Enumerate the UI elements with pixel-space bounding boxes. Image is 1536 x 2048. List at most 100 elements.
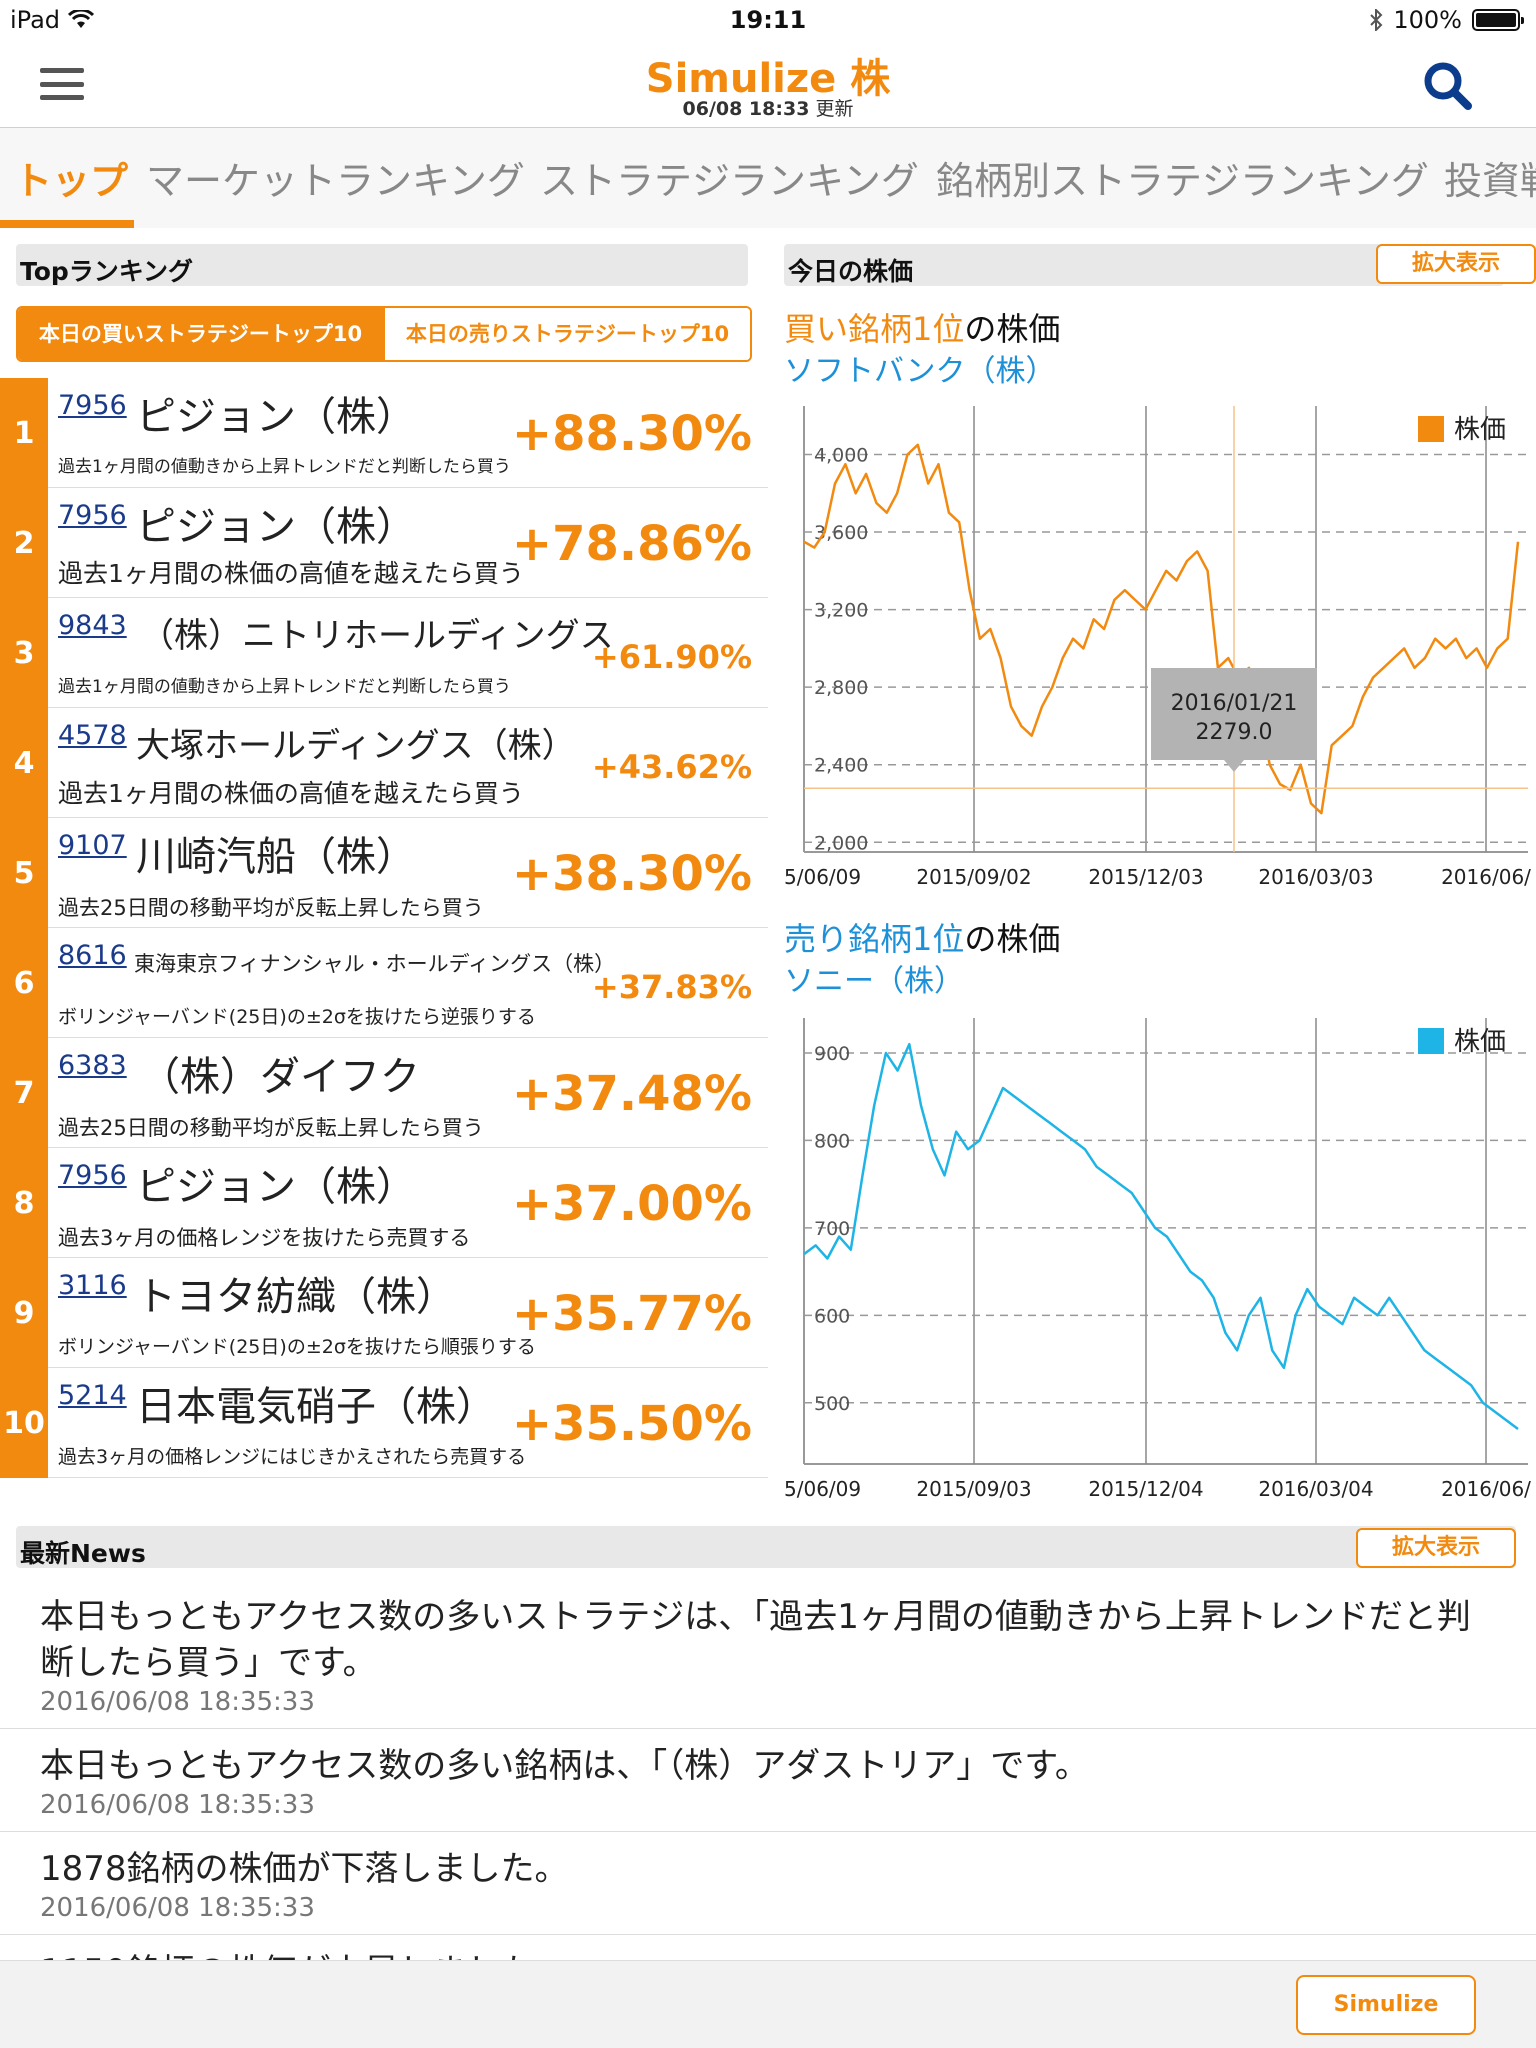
stock-code-link[interactable]: 6383 [58,1050,127,1081]
strategy-desc: 過去25日間の移動平均が反転上昇したら買う [58,1116,484,1140]
x-tick-label: 2015/09/02 [916,865,1031,889]
stock-name: ピジョン（株） [136,1164,416,1210]
tab-market-ranking[interactable]: マーケットランキング [146,159,525,203]
update-label: 更新 [815,98,854,120]
news-text: 本日もっともアクセス数の多い銘柄は、「（株）アダストリア」です。 [40,1746,1089,1786]
ranking-row[interactable]: 7 6383 （株）ダイフク 過去25日間の移動平均が反転上昇したら買う +37… [0,1038,768,1148]
ranking-row[interactable]: 2 7956 ピジョン（株） 過去1ヶ月間の株価の高値を越えたら買う +78.8… [0,488,768,598]
y-tick-label: 2,000 [814,832,868,854]
stock-name: 日本電気硝子（株） [136,1384,496,1430]
strategy-desc: ボリンジャーバンド(25日)の±2σを抜けたら順張りする [58,1336,536,1358]
strategy-desc: 過去1ヶ月間の株価の高値を越えたら買う [58,559,524,588]
return-percent: +37.00% [511,1176,752,1232]
sell-stock-chart[interactable]: 5/06/09 2015/09/03 2015/12/04 2016/03/04 201… [784,1008,1536,1508]
stock-code-link[interactable]: 9843 [58,610,127,641]
simulize-button[interactable]: Simulize [1296,1975,1476,2035]
legend-label: 株価 [1454,1027,1506,1057]
strategy-desc: 過去1ヶ月間の値動きから上昇トレンドだと判断したら買う [58,677,511,697]
status-bar: iPad 19:11 100% [0,0,1536,40]
news-zoom-button[interactable]: 拡大表示 [1356,1528,1516,1568]
price-series-line [803,443,1520,815]
rank-number: 5 [0,818,48,928]
y-tick-label: 500 [814,1393,850,1415]
buy-chart-title: 買い銘柄1位の株価 [784,304,1060,350]
tooltip-box [1151,668,1317,760]
x-tick-label: 2016/03/03 [1258,865,1373,889]
tooltip-pointer [1224,760,1244,772]
stock-code-link[interactable]: 7956 [58,390,127,421]
stock-zoom-button[interactable]: 拡大表示 [1376,244,1536,284]
ranking-row[interactable]: 6 8616 東海東京フィナンシャル・ホールディングス（株） ボリンジャーバンド… [0,928,768,1038]
ranking-row[interactable]: 8 7956 ピジョン（株） 過去3ヶ月の価格レンジを抜けたら売買する +37.… [0,1148,768,1258]
y-tick-label: 600 [814,1305,850,1327]
stock-name: 川崎汽船（株） [136,834,416,880]
tab-top[interactable]: トップ [14,159,129,203]
news-item[interactable]: 本日もっともアクセス数の多い銘柄は、「（株）アダストリア」です。 2016/06… [0,1729,1536,1832]
stock-code-link[interactable]: 7956 [58,1160,127,1191]
update-time-value: 06/08 18:33 [682,98,810,120]
sell-stock-name[interactable]: ソニー（株） [784,964,964,999]
ranking-row[interactable]: 9 3116 トヨタ紡織（株） ボリンジャーバンド(25日)の±2σを抜けたら順… [0,1258,768,1368]
sell-title-highlight: 売り銘柄1位 [784,920,965,958]
device-label: iPad [10,6,61,34]
y-tick-label: 700 [814,1218,850,1240]
stock-code-link[interactable]: 4578 [58,720,127,751]
bottom-bar: Simulize [0,1960,1536,2048]
tooltip-date: 2016/01/21 [1171,691,1298,716]
return-percent: +38.30% [511,846,752,902]
news-item[interactable]: 本日もっともアクセス数の多いストラテジは、「過去1ヶ月間の値動きから上昇トレンド… [0,1580,1536,1729]
news-date: 2016/06/08 18:35:33 [40,1893,315,1923]
ranking-list: 1 7956 ピジョン（株） 過去1ヶ月間の値動きから上昇トレンドだと判断したら… [0,378,768,1478]
news-text: 1878銘柄の株価が下落しました。 [40,1849,569,1889]
stock-code-link[interactable]: 7956 [58,500,127,531]
news-date: 2016/06/08 18:35:33 [40,1687,315,1717]
x-tick-label: 2016/06/ [1441,865,1531,889]
stock-name: ピジョン（株） [136,394,416,440]
ranking-row[interactable]: 4 4578 大塚ホールディングス（株） 過去1ヶ月間の株価の高値を越えたら買う… [0,708,768,818]
search-icon[interactable] [1420,58,1476,114]
tab-indicator [0,220,134,228]
news-date: 2016/06/08 18:35:33 [40,1790,315,1820]
tab-stock-strategy-ranking[interactable]: 銘柄別ストラテジランキング [936,159,1429,203]
return-percent: +78.86% [511,516,752,572]
bluetooth-icon [1370,9,1383,31]
stock-code-link[interactable]: 8616 [58,940,127,971]
ranking-row[interactable]: 1 7956 ピジョン（株） 過去1ヶ月間の値動きから上昇トレンドだと判断したら… [0,378,768,488]
menu-icon[interactable] [40,68,84,100]
segment-buy-top10[interactable]: 本日の買いストラテジートップ10 [18,308,383,360]
ranking-row[interactable]: 5 9107 川崎汽船（株） 過去25日間の移動平均が反転上昇したら買う +38… [0,818,768,928]
return-percent: +43.62% [591,748,752,786]
strategy-desc: ボリンジャーバンド(25日)の±2σを抜けたら逆張りする [58,1006,536,1028]
wifi-icon [68,10,95,28]
stock-code-link[interactable]: 3116 [58,1270,127,1301]
tooltip-value: 2279.0 [1196,720,1273,745]
return-percent: +35.50% [511,1396,752,1452]
stock-code-link[interactable]: 9107 [58,830,127,861]
tab-investment[interactable]: 投資戦 [1444,159,1536,203]
tab-bar: トップ マーケットランキング ストラテジランキング 銘柄別ストラテジランキング … [0,128,1536,228]
buy-stock-name[interactable]: ソフトバンク（株） [784,354,1056,389]
news-list: 本日もっともアクセス数の多いストラテジは、「過去1ヶ月間の値動きから上昇トレンド… [0,1580,1536,2005]
x-tick-label: 5/06/09 [784,865,861,889]
buy-stock-chart[interactable]: 5/06/09 2015/09/02 2015/12/03 2016/03/03 201… [784,396,1536,896]
tab-strategy-ranking[interactable]: ストラテジランキング [540,159,919,203]
segment-sell-top10[interactable]: 本日の売りストラテジートップ10 [383,308,750,360]
y-tick-label: 800 [814,1130,850,1152]
stock-name: トヨタ紡織（株） [136,1274,456,1320]
strategy-desc: 過去25日間の移動平均が反転上昇したら買う [58,896,484,920]
status-left: iPad [10,6,95,34]
stock-code-link[interactable]: 5214 [58,1380,127,1411]
ranking-row[interactable]: 3 9843 （株）ニトリホールディングス 過去1ヶ月間の値動きから上昇トレンド… [0,598,768,708]
stock-name: （株）ダイフク [140,1054,420,1100]
news-item[interactable]: 1878銘柄の株価が下落しました。 2016/06/08 18:35:33 [0,1832,1536,1935]
x-tick-label: 2016/06/ [1441,1477,1531,1501]
stock-name: ピジョン（株） [136,504,416,550]
stock-name: （株）ニトリホールディングス [140,616,614,656]
rank-number: 4 [0,708,48,818]
strategy-desc: 過去3ヶ月の価格レンジを抜けたら売買する [58,1226,471,1250]
rank-number: 6 [0,928,48,1038]
ranking-row[interactable]: 10 5214 日本電気硝子（株） 過去3ヶ月の価格レンジにはじきかえされたら売… [0,1368,768,1478]
x-tick-label: 2016/03/04 [1258,1477,1373,1501]
stock-name: 大塚ホールディングス（株） [136,726,576,766]
rank-number: 1 [0,378,48,488]
